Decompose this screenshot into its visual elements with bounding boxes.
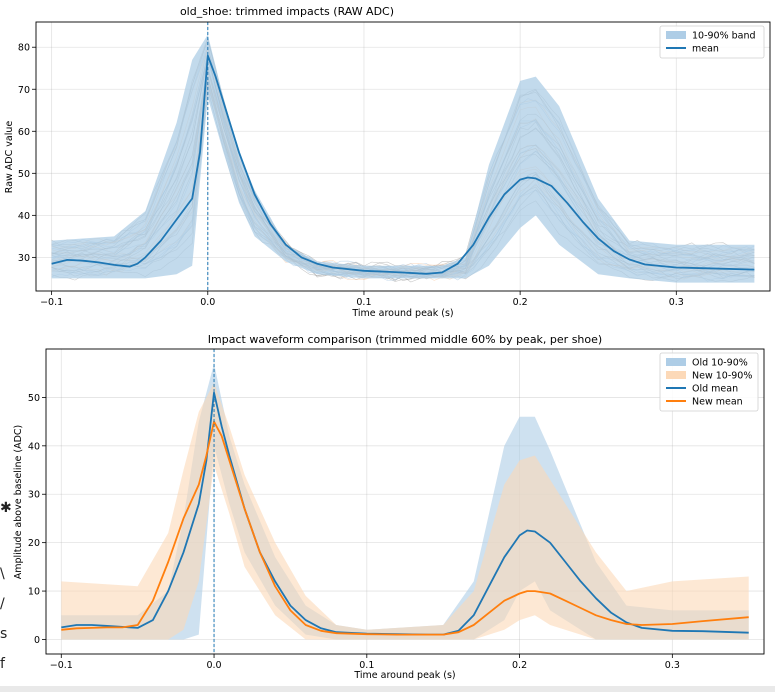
side-glyph-mark: ✱ xyxy=(0,500,12,516)
x-tick-label: 0.0 xyxy=(206,660,221,671)
x-ticks: −0.1 0.0 0.1 0.2 0.3 xyxy=(40,291,684,308)
y-tick-label: 50 xyxy=(18,169,30,180)
y-ticks: 0 10 20 30 40 50 xyxy=(28,393,46,646)
y-tick-label: 20 xyxy=(28,538,40,549)
chart-impact-comparison: Impact waveform comparison (trimmed midd… xyxy=(13,333,765,681)
chart-title: old_shoe: trimmed impacts (RAW ADC) xyxy=(180,5,394,18)
legend-swatch-0 xyxy=(666,31,686,39)
y-tick-label: 30 xyxy=(18,253,30,264)
bands xyxy=(51,34,755,283)
y-tick-label: 80 xyxy=(18,43,30,54)
x-tick-label: 0.2 xyxy=(512,660,527,671)
legend-entry: Old mean xyxy=(692,384,738,395)
band-1 xyxy=(61,382,749,640)
y-ticks: 30 40 50 60 70 80 xyxy=(18,43,36,264)
side-text-2: / xyxy=(0,596,5,612)
chart-old-shoe-raw: old_shoe: trimmed impacts (RAW ADC) −0.1… xyxy=(4,5,771,319)
chart-title: Impact waveform comparison (trimmed midd… xyxy=(208,333,602,346)
y-tick-label: 50 xyxy=(28,393,40,404)
axes-frame xyxy=(45,348,765,655)
legend-entry: 10-90% band xyxy=(692,31,756,42)
x-tick-label: 0.2 xyxy=(513,297,528,308)
y-tick-label: 70 xyxy=(18,85,30,96)
lines xyxy=(61,391,749,636)
y-axis-label: Amplitude above baseline (ADC) xyxy=(13,425,24,580)
mean-line-0 xyxy=(51,54,755,275)
lines xyxy=(51,54,755,275)
side-text-1: \ xyxy=(0,566,5,582)
y-tick-label: 60 xyxy=(18,127,30,138)
side-text-3: s xyxy=(0,626,8,642)
x-ticks: −0.1 0.0 0.1 0.2 0.3 xyxy=(50,654,680,671)
legend-entry: New mean xyxy=(692,397,743,408)
y-axis-label: Raw ADC value xyxy=(4,121,15,194)
x-tick-label: −0.1 xyxy=(40,297,63,308)
x-tick-label: 0.3 xyxy=(669,297,684,308)
legend-entry: New 10-90% xyxy=(692,371,752,382)
y-tick-label: 30 xyxy=(28,490,40,501)
legend-swatch-0 xyxy=(666,358,686,366)
x-axis-label: Time around peak (s) xyxy=(351,308,453,319)
legend-box xyxy=(659,352,759,412)
legend-entry: mean xyxy=(692,44,719,55)
band-0 xyxy=(51,34,755,283)
x-axis-label: Time around peak (s) xyxy=(353,670,455,681)
x-tick-label: −0.1 xyxy=(50,660,73,671)
axes-frame xyxy=(35,21,771,292)
y-tick-label: 0 xyxy=(34,635,40,646)
mean-line-1 xyxy=(61,420,749,636)
x-tick-label: 0.0 xyxy=(200,297,215,308)
side-text-4: f xyxy=(0,656,5,672)
x-tick-label: 0.1 xyxy=(359,660,374,671)
legend-swatch-1 xyxy=(666,371,686,379)
y-tick-label: 40 xyxy=(28,441,40,452)
x-tick-label: 0.1 xyxy=(356,297,371,308)
x-tick-label: 0.3 xyxy=(665,660,680,671)
legend: 10-90% band mean xyxy=(659,25,765,59)
y-tick-label: 10 xyxy=(28,587,40,598)
legend-entry: Old 10-90% xyxy=(692,358,748,369)
window-bottom-bar xyxy=(0,686,775,692)
legend: Old 10-90% New 10-90% Old mean New mean xyxy=(659,352,759,412)
y-tick-label: 40 xyxy=(18,211,30,222)
